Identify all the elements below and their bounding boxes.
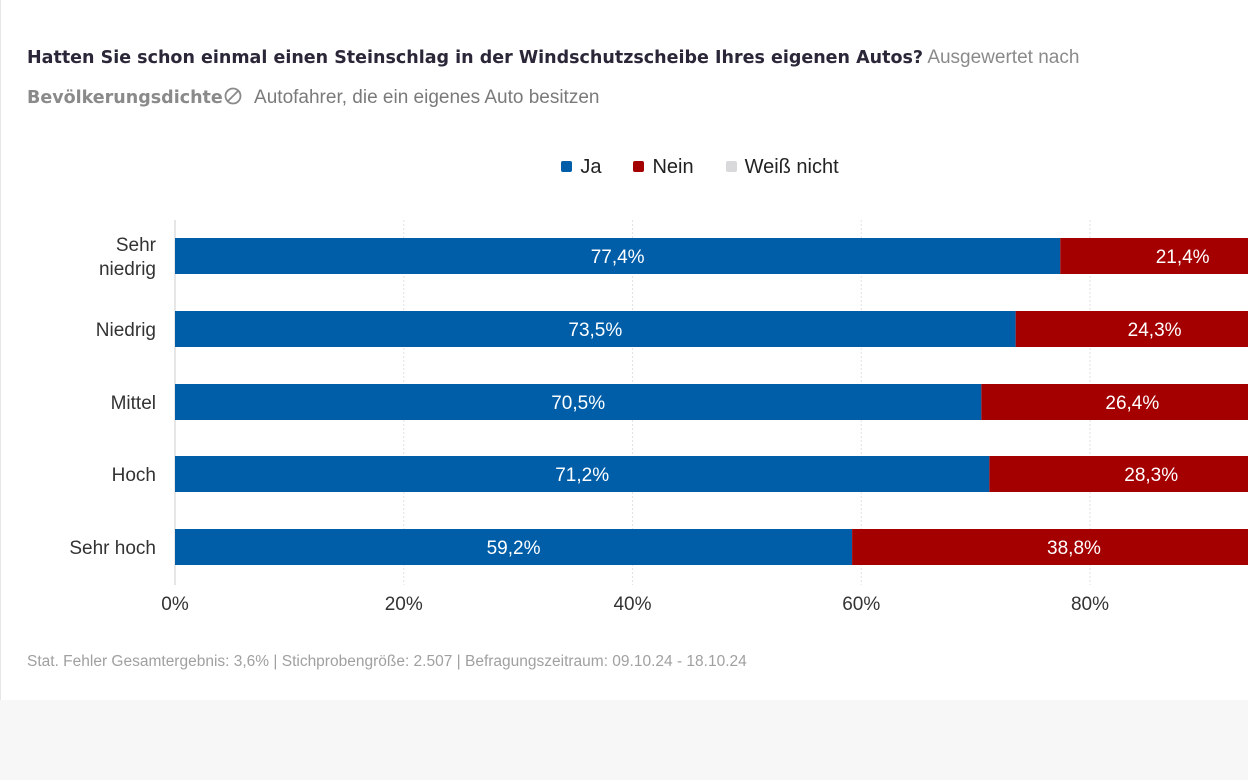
bar-ja [175, 238, 1061, 274]
data-label: 28,3% [1124, 465, 1178, 486]
footer-info: Stat. Fehler Gesamtergebnis: 3,6% | Stic… [27, 653, 747, 670]
x-tick-label: 60% [842, 594, 880, 615]
legend-swatch [725, 161, 737, 172]
legend-label: Ja [580, 156, 602, 178]
evaluated-by-text: Ausgewertet nach [927, 47, 1080, 68]
chart-title: Hatten Sie schon einmal einen Steinschla… [27, 38, 1227, 118]
category-label: Hoch [112, 465, 156, 486]
legend-item[interactable]: Nein [633, 156, 694, 179]
bar-nein [1060, 238, 1248, 274]
legend-item[interactable]: Ja [561, 156, 601, 179]
bar-ja [175, 384, 982, 420]
bar-ja [175, 456, 990, 492]
audience-text: Autofahrer, die ein eigenes Auto besitze… [254, 87, 600, 108]
category-label: Mittel [111, 393, 156, 414]
x-tick-label: 40% [613, 594, 651, 615]
question-text: Hatten Sie schon einmal einen Steinschla… [27, 48, 924, 68]
chart-card: Hatten Sie schon einmal einen Steinschla… [0, 0, 1248, 700]
data-label: 21,4% [1156, 247, 1210, 268]
legend-item[interactable]: Weiß nicht [725, 156, 839, 179]
category-label: niedrig [99, 259, 156, 280]
data-label: 77,4% [591, 247, 645, 268]
bar-nein [1015, 311, 1248, 347]
bar-chart: 0% 20% 40% 60% 80% Sehr niedrig 77,4% 21,4% Niedr… [69, 220, 1248, 615]
legend-label: Weiß nicht [744, 156, 839, 178]
legend: Ja Nein Weiß nicht [1, 156, 1248, 179]
bar-ja [175, 311, 1016, 347]
data-label: 71,2% [555, 465, 609, 486]
data-label: 24,3% [1128, 320, 1182, 341]
x-tick-label: 80% [1071, 594, 1109, 615]
bar-nein [989, 456, 1248, 492]
circle-slash-icon [224, 87, 242, 105]
bar-nein [981, 384, 1248, 420]
data-label: 70,5% [551, 393, 605, 414]
legend-label: Nein [652, 156, 694, 178]
dimension-text: Bevölkerungsdichte [27, 88, 223, 108]
data-label: 38,8% [1047, 538, 1101, 559]
data-label: 26,4% [1105, 393, 1159, 414]
data-label: 73,5% [568, 320, 622, 341]
legend-swatch [561, 161, 573, 172]
data-label: 59,2% [487, 538, 541, 559]
bar-nein [852, 529, 1248, 565]
category-label: Sehr hoch [69, 538, 156, 559]
bar-ja [175, 529, 853, 565]
x-tick-label: 0% [161, 594, 189, 615]
category-label: Niedrig [96, 320, 156, 341]
category-label: Sehr [116, 235, 157, 256]
x-tick-label: 20% [385, 594, 423, 615]
legend-swatch [633, 161, 645, 172]
